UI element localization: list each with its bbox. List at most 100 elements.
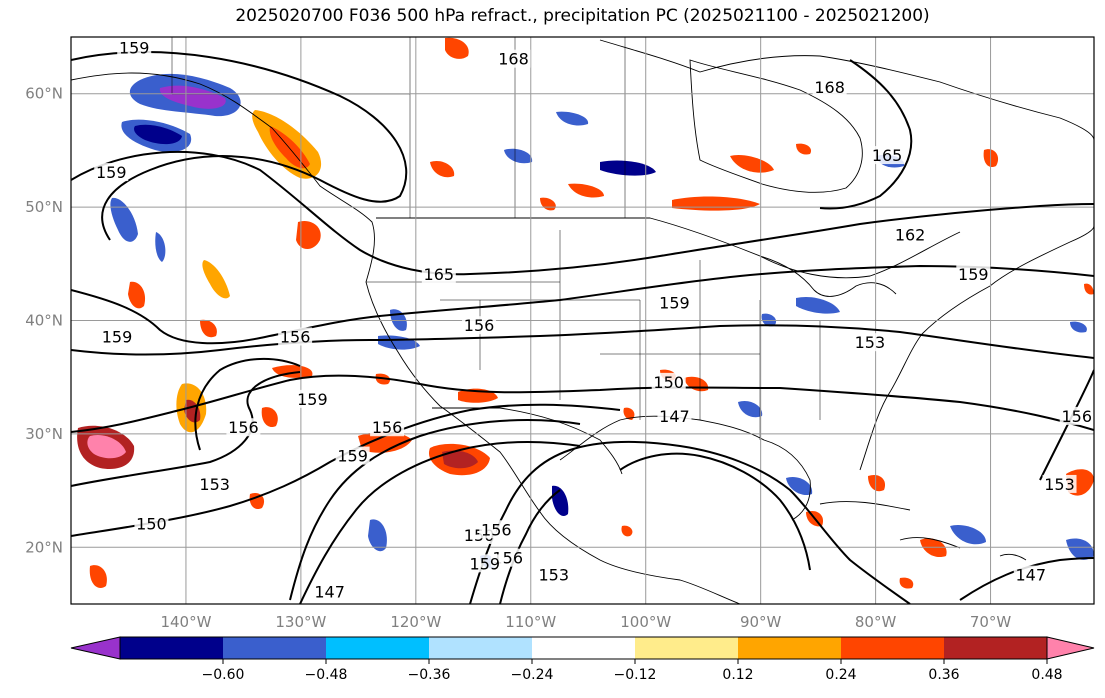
contour-line [71,403,621,537]
latitude-tick-label: 60°N [25,85,63,103]
contour-label: 156 [464,316,495,335]
contour-label-background [536,565,571,584]
map-gridlines [71,37,1094,604]
colorbar-tick-label: −0.36 [408,667,451,683]
precip-positive-region [128,281,146,309]
contour-label-background [657,406,692,425]
precip-positive-region [868,474,886,492]
map-title: 2025020700 F036 500 hPa refract., precip… [235,6,930,26]
precip-positive-region [249,492,265,510]
atlantic-coastline [859,225,1094,471]
precip-positive-region [568,183,604,198]
contour-label-background [870,146,905,165]
hudson-bay-coastline [689,59,863,193]
precip-positive-region [796,143,812,155]
contour-label: 159 [96,163,127,182]
contour-label: 147 [1016,566,1047,585]
precip-positive-region [261,407,278,428]
colorbar-tick-label: 0.48 [1031,667,1062,683]
longitude-tick-label: 130°W [275,613,326,631]
contour-label: 147 [659,407,690,426]
contour-label: 156 [372,418,403,437]
pacific-coastline [71,72,741,604]
longitude-tick-labels: 140°W 130°W 120°W 110°W 100°W 90°W 80°W 70°W [160,613,1011,631]
contour-label-background [657,293,692,312]
contour-label-background [278,327,313,346]
longitude-tick-label: 90°W [740,613,782,631]
contour-line [619,452,811,571]
longitude-tick-label: 70°W [970,613,1012,631]
contour-line [469,440,911,604]
contour-label-background [651,372,686,391]
contour-line [499,489,561,604]
colorbar-bin [635,637,739,659]
latitude-tick-label: 20°N [25,538,63,556]
contour-label: 159 [337,447,368,466]
precip-positive-region [202,260,230,299]
contour-label-background [94,163,129,182]
contour-line [959,557,1094,601]
contour-line [299,440,581,604]
contour-label-background [370,418,405,437]
colorbar-extend-max [1046,636,1095,660]
colorbar-tick-label: 0.36 [928,667,959,683]
contour-line [71,324,1094,359]
precip-positive-region [623,407,635,420]
contour-label: 159 [659,293,690,312]
colorbar-bin [841,637,945,659]
colorbar-frame [119,636,1048,660]
precip-positive-region [89,565,107,588]
contour-label: 153 [199,475,230,494]
contour-label-background [812,78,847,97]
contour-label-background [852,333,887,352]
longitude-tick-label: 120°W [390,613,441,631]
canada-us-border [376,217,961,279]
precip-negative-region [738,400,763,418]
precip-negative-region [950,524,986,545]
colorbar-bins [70,636,1095,660]
colorbar-bin [532,637,636,659]
precip-positive-region [730,154,774,173]
contour-label: 156 [481,520,512,539]
precip-strong-positive-region [442,450,478,469]
precip-positive-region [430,160,455,178]
contour-label-background [134,514,169,533]
contour-label-background [893,225,928,244]
contour-label: 156 [1061,407,1092,426]
latitude-tick-label: 50°N [25,198,63,216]
contour-label-background [421,265,456,284]
contour-label: 159 [297,390,328,409]
contour-label-background [1059,406,1094,425]
precip-positive-region [899,577,914,589]
latitude-tick-label: 30°N [25,425,63,443]
contour-label-background [99,327,134,346]
precip-negative-region [155,232,166,262]
coastlines-and-borders [71,39,1094,604]
contour-label-background [1013,565,1048,584]
refractivity-precip-map: 1591681681651621591591591651561561591531… [25,36,1095,631]
latitude-tick-labels: 20°N 30°N 40°N 50°N 60°N [25,85,63,557]
precip-positive-region [200,319,217,338]
precip-positive-region [1084,283,1094,295]
precip-negative-region [504,148,533,164]
arctic-coastline [599,39,1094,141]
contour-line [71,371,301,487]
precip-negative-region [1066,538,1094,560]
precip-negative-region [786,476,813,496]
precip-negative-region [368,519,387,552]
contour-label: 147 [314,583,345,602]
latitude-tick-label: 40°N [25,312,63,330]
colorbar-tick-label: −0.60 [202,667,245,683]
contour-line [194,358,301,451]
contour-label: 153 [855,333,886,352]
precip-negative-region [556,111,589,126]
contour-label: 159 [958,265,989,284]
contour-label: 150 [653,373,684,392]
contour-label: 156 [280,328,311,347]
precip-strongest-positive-region [87,434,126,459]
contour-label: 159 [119,38,150,57]
contour-label-background [467,554,502,573]
contour-label: 150 [136,515,167,534]
precip-negative-region [600,160,656,176]
colorbar-tick-label: 0.24 [825,667,856,683]
